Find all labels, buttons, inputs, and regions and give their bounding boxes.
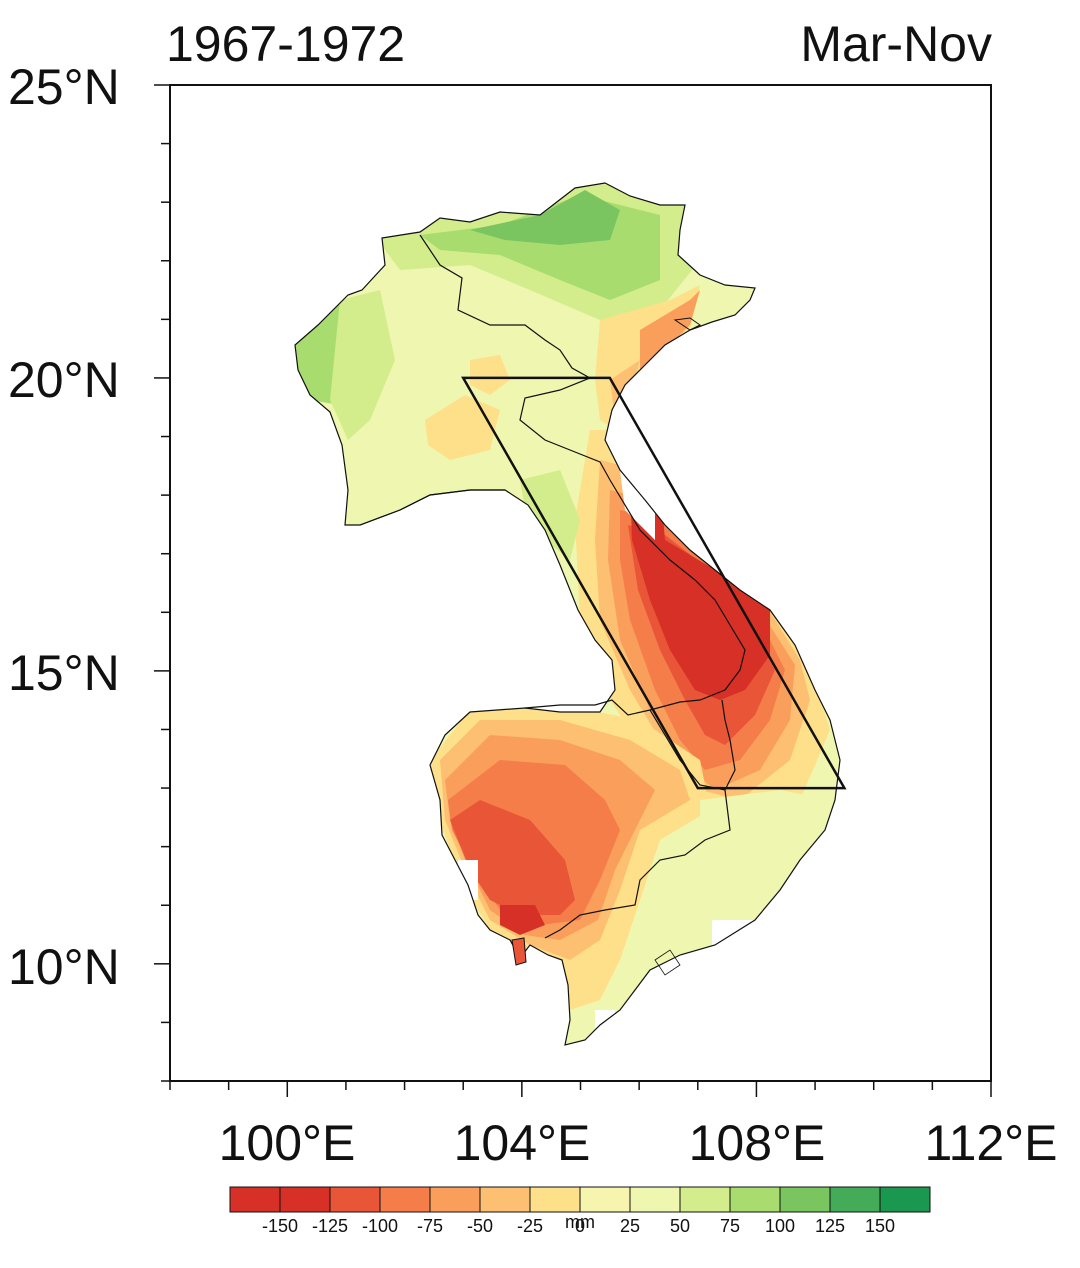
island <box>654 949 681 976</box>
lat-label-20: 20°N <box>8 352 120 408</box>
island <box>511 937 527 966</box>
border-cambodia-vietnam <box>544 789 731 939</box>
lon-label-108: 108°E <box>688 1115 826 1171</box>
border-vietnam-laos-south <box>519 377 746 711</box>
colorbar-tick-label: 50 <box>669 1216 691 1236</box>
colorbar-tick-label: -75 <box>416 1216 444 1236</box>
lon-label-104: 104°E <box>453 1115 591 1171</box>
colorbar-tick-label: 100 <box>764 1216 796 1236</box>
colorbar-box <box>729 1186 781 1213</box>
border-laos-west <box>359 489 505 526</box>
colorbar-box <box>629 1186 681 1213</box>
colorbar <box>229 1186 931 1213</box>
colorbar-tick-label: 125 <box>814 1216 846 1236</box>
colorbar-box <box>779 1186 831 1213</box>
period-title: 1967-1972 <box>166 16 406 72</box>
lat-label-25: 25°N <box>8 59 120 115</box>
axis-ticks <box>154 84 992 1097</box>
season-title: Mar-Nov <box>800 16 992 72</box>
colorbar-tick-label: 25 <box>619 1216 641 1236</box>
study-region-box <box>461 376 847 790</box>
colorbar-box <box>479 1186 531 1213</box>
colorbar-tick-label: -125 <box>311 1216 349 1236</box>
border-vietnam-laos-north <box>419 234 591 379</box>
colorbar-box <box>679 1186 731 1213</box>
colorbar-unit: mm <box>565 1212 595 1232</box>
colorbar-box <box>829 1186 881 1213</box>
colorbar-box <box>529 1186 581 1213</box>
colorbar-tick-label: 75 <box>719 1216 741 1236</box>
lat-label-10: 10°N <box>8 939 120 995</box>
colorbar-box <box>879 1186 931 1213</box>
colorbar-tick-label: -100 <box>361 1216 399 1236</box>
colorbar-box <box>379 1186 431 1213</box>
colorbar-tick-label: -50 <box>466 1216 494 1236</box>
colorbar-box <box>329 1186 381 1213</box>
lat-label-15: 15°N <box>8 645 120 701</box>
island <box>673 317 701 331</box>
colorbar-tick-label: -25 <box>516 1216 544 1236</box>
colorbar-box <box>579 1186 631 1213</box>
colorbar-box <box>279 1186 331 1213</box>
border-thai-laos <box>524 699 651 716</box>
colorbar-tick-label: 150 <box>864 1216 896 1236</box>
lon-label-112: 112°E <box>924 1115 1058 1171</box>
colorbar-box <box>429 1186 481 1213</box>
colorbar-tick-label: 0 <box>574 1216 586 1236</box>
colorbar-tick-label: -150 <box>261 1216 299 1236</box>
colorbar-box <box>229 1186 281 1213</box>
lon-label-100: 100°E <box>218 1115 356 1171</box>
